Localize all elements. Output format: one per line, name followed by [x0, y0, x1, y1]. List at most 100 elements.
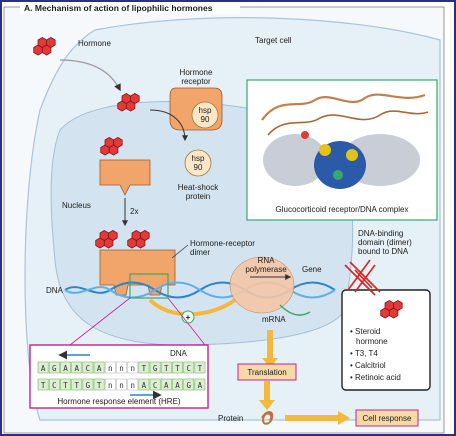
- hre-top-cell: [104, 361, 116, 374]
- hre-top-cell: [172, 361, 183, 374]
- gr-complex-illustration: [261, 93, 429, 189]
- dna-binding-label-2: domain (dimer): [358, 238, 412, 247]
- hsp90-top-label-1: hsp: [199, 106, 212, 115]
- translation-box: [237, 363, 297, 381]
- hre-top-cell: [194, 361, 206, 374]
- gr-dna-blob-left: [263, 134, 327, 186]
- hre-bottom-base: n: [108, 381, 113, 390]
- hre-top-base: A: [97, 364, 102, 373]
- hre-bottom-base: T: [74, 381, 79, 390]
- hre-top-cell: [48, 361, 60, 374]
- hre-bottom-base: C: [153, 381, 158, 390]
- hre-bottom-base: T: [63, 381, 68, 390]
- hormone-entry-arrow: [59, 59, 121, 92]
- rna-polymerase: [229, 256, 295, 314]
- title-backdrop: [20, 2, 240, 14]
- activated-receptor: [99, 159, 151, 196]
- cell-response-label: Cell response: [363, 414, 412, 423]
- plus-label: +: [186, 313, 191, 322]
- heat-shock-label-2: protein: [186, 192, 210, 201]
- hre-bottom-cell: [82, 378, 94, 391]
- gene-label: Gene: [302, 265, 322, 274]
- hre-bottom-base: A: [198, 381, 203, 390]
- dna-binding-label-1: DNA-binding: [358, 229, 403, 238]
- hre-bottom-cell: [116, 378, 127, 391]
- hormone-list-box: [341, 289, 431, 391]
- hsp90-top-label-2: 90: [201, 115, 210, 124]
- mrna-strand: [279, 304, 311, 316]
- hre-bottom-base: n: [130, 381, 135, 390]
- hsp90-bottom-label-1: hsp: [192, 154, 205, 163]
- binding-arrow: [149, 109, 188, 142]
- hormone-receptor-label-1: Hormone: [180, 68, 213, 77]
- two-x-label: 2x: [130, 207, 138, 216]
- gr-dot-yellow-1: [319, 144, 331, 156]
- hre-bottom-base: T: [97, 381, 102, 390]
- translation-label: Translation: [247, 368, 286, 377]
- hsp90-bottom-circle: [184, 149, 212, 177]
- hre-top-cell: [71, 361, 83, 374]
- translation-arrowhead: [259, 400, 275, 410]
- hre-callout-line-right: [167, 297, 206, 346]
- hre-top-cell: [149, 361, 161, 374]
- hre-top-base: n: [119, 364, 124, 373]
- hre-top-cell: [37, 361, 49, 374]
- gr-backbone-2: [267, 110, 429, 136]
- hre-highlight: [129, 273, 169, 299]
- hre-bottom-cell: [93, 378, 105, 391]
- hre-top-cell: [127, 361, 139, 374]
- dna-left-label: DNA: [46, 286, 64, 295]
- target-cell-label: Target cell: [255, 36, 292, 45]
- hormone-list-item: • T3, T4: [350, 349, 378, 358]
- hre-top-cell: [82, 361, 94, 374]
- heat-shock-label-1: Heat-shock: [178, 183, 219, 192]
- hre-bottom-base: A: [142, 381, 147, 390]
- mrna-export-arrowhead: [262, 358, 278, 368]
- hre-top-cell: [93, 361, 105, 374]
- hre-bottom-cell: [71, 378, 83, 391]
- hormone-list-item: • Steroid: [350, 327, 380, 336]
- gr-dot-green: [333, 170, 343, 180]
- hre-top-base: G: [153, 364, 158, 373]
- rna-pol-label-2: polymerase: [245, 265, 287, 274]
- hormone-list-item: • Calcitriol: [350, 361, 386, 370]
- hr-dimer-leader: [171, 244, 189, 259]
- hre-dna-label: DNA: [170, 349, 188, 358]
- hre-top-base: T: [175, 364, 180, 373]
- hormone-label: Hormone: [78, 39, 111, 48]
- hormone-list-item: hormone: [356, 337, 388, 346]
- hre-bottom-cell: [183, 378, 195, 391]
- hre-bottom-cell: [160, 378, 172, 391]
- nucleus-label: Nucleus: [62, 201, 91, 210]
- dna-binding-label-3: bound to DNA: [358, 247, 409, 256]
- gr-complex-caption: Glucocorticoid receptor/DNA complex: [276, 205, 409, 214]
- hre-top-base: A: [41, 364, 46, 373]
- protein-icon: [261, 411, 274, 425]
- scribble-mark: [344, 259, 381, 296]
- hre-bottom-base: A: [175, 381, 180, 390]
- hre-bottom-cell: [60, 378, 71, 391]
- cell-response-box: [355, 409, 419, 427]
- hre-bottom-base: A: [164, 381, 169, 390]
- hre-top-base: T: [142, 364, 147, 373]
- hre-top-base: n: [130, 364, 135, 373]
- hre-top-base: C: [186, 364, 191, 373]
- protein-label: Protein: [218, 414, 243, 423]
- hre-top-cell: [160, 361, 172, 374]
- gr-dot-yellow-2: [346, 149, 358, 161]
- panel-title: A. Mechanism of action of lipophilic hor…: [24, 3, 213, 13]
- protein-to-response-arrowhead: [338, 411, 350, 425]
- gr-dot-red: [301, 131, 309, 139]
- hre-top-cell: [138, 361, 150, 374]
- mrna-label: mRNA: [262, 315, 286, 324]
- hre-bottom-base: G: [86, 381, 91, 390]
- hr-dimer-label-1: Hormone-receptor: [190, 239, 255, 248]
- hre-top-cell: [183, 361, 195, 374]
- hre-bottom-cell: [172, 378, 183, 391]
- hsp90-top-circle: [191, 101, 219, 129]
- hre-bottom-cell: [37, 378, 49, 391]
- hre-bottom-base: G: [186, 381, 191, 390]
